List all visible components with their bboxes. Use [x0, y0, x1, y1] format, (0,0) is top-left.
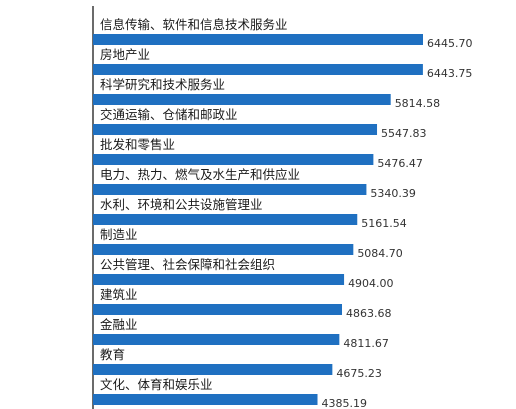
- category-label: 电力、热力、燃气及水生产和供应业: [100, 167, 300, 182]
- data-label: 6445.70: [427, 37, 473, 50]
- bar: [93, 214, 358, 225]
- category-label: 房地产业: [100, 47, 150, 62]
- category-label: 交通运输、仓储和邮政业: [100, 107, 238, 122]
- category-label: 建筑业: [100, 287, 138, 302]
- data-label: 4811.67: [343, 337, 389, 350]
- data-label: 5084.70: [357, 247, 403, 260]
- data-label: 5814.58: [395, 97, 441, 110]
- category-label: 科学研究和技术服务业: [100, 77, 225, 92]
- bar: [93, 34, 423, 45]
- category-label: 金融业: [100, 317, 138, 332]
- data-label: 4385.19: [322, 397, 368, 409]
- bar: [93, 334, 340, 345]
- bar: [93, 94, 391, 105]
- bar: [93, 244, 354, 255]
- category-label: 水利、环境和公共设施管理业: [100, 197, 263, 212]
- chart-rows: 信息传输、软件和信息技术服务业 6445.70 房地产业 6443.75 科学研究和技术…: [93, 17, 473, 409]
- data-label: 4863.68: [346, 307, 392, 320]
- category-label: 制造业: [100, 227, 138, 242]
- data-label: 5340.39: [370, 187, 416, 200]
- data-label: 5547.83: [381, 127, 427, 140]
- bar: [93, 364, 333, 375]
- data-label: 4675.23: [336, 367, 382, 380]
- category-label: 信息传输、软件和信息技术服务业: [100, 17, 288, 32]
- category-label: 公共管理、社会保障和社会组织: [100, 257, 275, 272]
- bar: [93, 124, 378, 135]
- bar: [93, 154, 374, 165]
- data-label: 5476.47: [377, 157, 423, 170]
- bar: [93, 304, 343, 315]
- data-label: 6443.75: [427, 67, 473, 80]
- data-label: 5161.54: [361, 217, 407, 230]
- bar: [93, 184, 367, 195]
- bar: [93, 64, 423, 75]
- bar: [93, 274, 345, 285]
- category-label: 批发和零售业: [100, 137, 175, 152]
- bar: [93, 394, 318, 405]
- data-label: 4904.00: [348, 277, 394, 290]
- category-label: 教育: [100, 347, 125, 362]
- category-label: 文化、体育和娱乐业: [100, 377, 213, 392]
